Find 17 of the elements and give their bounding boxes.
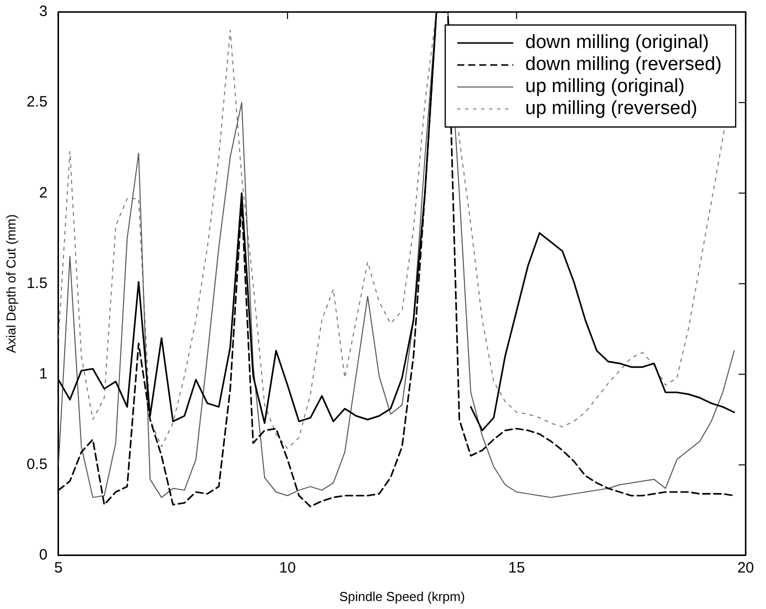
x-tick-label: 5	[54, 560, 63, 577]
x-tick-label: 20	[737, 560, 754, 577]
y-tick-label: 1	[39, 365, 48, 382]
x-tick-label: 15	[508, 560, 525, 577]
y-tick-label: 2.5	[26, 94, 48, 111]
x-tick-label: 10	[279, 560, 296, 577]
y-axis-title: Axial Depth of Cut (mm)	[3, 214, 18, 354]
legend-label: down milling (original)	[525, 32, 710, 54]
y-tick-label: 2	[39, 184, 48, 202]
x-axis-title: Spindle Speed (krpm)	[339, 588, 465, 604]
y-tick-label: 3	[39, 3, 48, 20]
legend-label: up milling (original)	[525, 76, 685, 98]
y-tick-label: 0	[39, 546, 48, 564]
y-tick-label: 1.5	[26, 274, 48, 292]
legend-label: up milling (reversed)	[525, 98, 698, 120]
y-tick-label: 0.5	[26, 456, 48, 473]
legend-label: down milling (reversed)	[525, 54, 722, 76]
